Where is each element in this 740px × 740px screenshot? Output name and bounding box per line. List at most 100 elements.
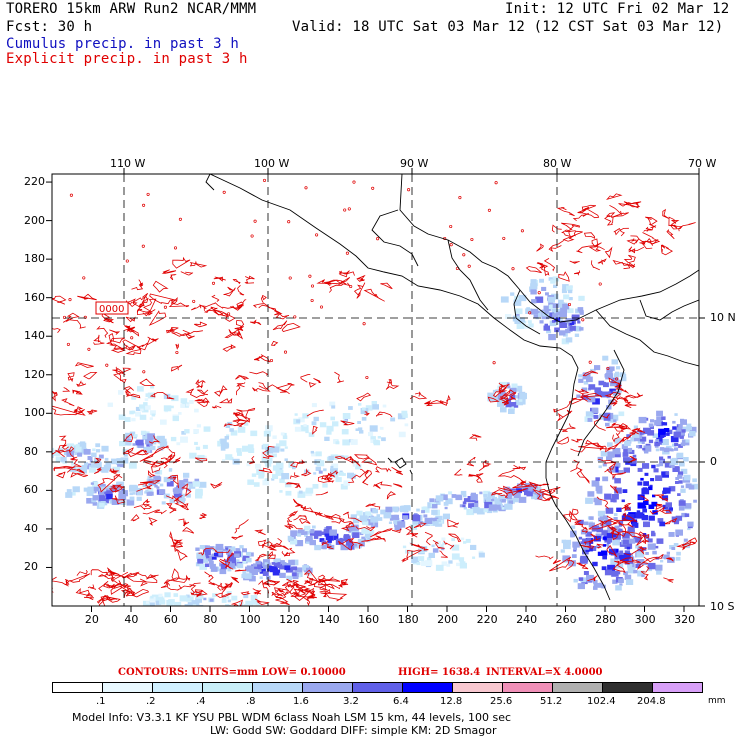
cumulus-cell — [552, 303, 559, 309]
cumulus-cell — [129, 410, 134, 415]
cumulus-cell — [626, 546, 631, 550]
cumulus-cell — [230, 430, 238, 436]
cumulus-cell — [354, 542, 362, 549]
explicit-contour — [53, 465, 75, 472]
cumulus-cell — [611, 529, 618, 536]
contour-high-info: HIGH= 1638.4 — [398, 667, 481, 678]
cumulus-cell — [570, 562, 574, 566]
explicit-contour — [171, 329, 192, 337]
cumulus-cell — [472, 556, 476, 559]
cumulus-cell — [329, 529, 337, 536]
explicit-contour — [119, 583, 135, 596]
cumulus-cell — [355, 428, 359, 431]
explicit-contour — [468, 473, 479, 478]
explicit-contour — [308, 581, 326, 591]
cumulus-cell — [654, 419, 662, 426]
cumulus-cell — [92, 502, 98, 506]
cumulus-cell — [242, 571, 247, 575]
cumulus-cell — [598, 465, 602, 469]
cumulus-cell — [483, 508, 488, 513]
explicit-contour — [596, 496, 609, 509]
cumulus-cell — [126, 448, 133, 454]
cumulus-cell — [244, 573, 252, 579]
explicit-contour — [249, 456, 256, 465]
cumulus-cell — [637, 570, 645, 577]
explicit-contour — [413, 522, 427, 528]
cumulus-cell — [624, 542, 633, 549]
colorbar-swatch — [52, 682, 103, 693]
x-tick-label: 220 — [476, 613, 498, 626]
cumulus-cell — [180, 436, 188, 443]
explicit-contour — [213, 310, 229, 317]
explicit-contour — [340, 522, 355, 532]
explicit-contour-dot — [494, 181, 498, 185]
explicit-contour — [160, 581, 171, 588]
cumulus-cell — [659, 456, 664, 460]
cumulus-cell — [272, 453, 277, 458]
cumulus-cell — [647, 562, 656, 570]
explicit-contour-dot — [171, 329, 175, 333]
cumulus-cell — [353, 543, 358, 547]
cumulus-cell — [463, 498, 469, 502]
explicit-contour-dot — [376, 237, 380, 241]
explicit-contour — [579, 207, 600, 219]
explicit-contour-dot — [458, 196, 462, 200]
explicit-contour — [270, 340, 279, 346]
cumulus-cell — [388, 521, 392, 524]
cumulus-cell — [642, 516, 648, 521]
cumulus-cell — [644, 449, 649, 454]
explicit-contour — [432, 539, 445, 549]
cumulus-cell — [476, 508, 485, 515]
colorbar-swatch — [202, 682, 253, 693]
cumulus-cell — [282, 432, 287, 437]
cumulus-cell — [681, 512, 687, 518]
cumulus-cell — [159, 441, 168, 448]
explicit-contour — [611, 212, 629, 218]
explicit-contour — [574, 388, 590, 394]
cumulus-cell — [628, 538, 636, 544]
explicit-contour — [139, 480, 161, 484]
cumulus-cell — [348, 406, 353, 410]
cumulus-cell — [247, 479, 254, 485]
cumulus-cell — [602, 355, 609, 361]
cumulus-cell — [402, 545, 407, 549]
cumulus-cell — [183, 472, 190, 478]
cumulus-cell — [655, 564, 663, 571]
explicit-contour — [289, 472, 300, 479]
cumulus-cell — [227, 599, 231, 603]
explicit-contour — [597, 458, 616, 464]
cumulus-cell — [187, 602, 193, 606]
cumulus-cell — [592, 398, 600, 405]
cumulus-cell — [577, 307, 584, 312]
explicit-contour — [660, 244, 674, 256]
cumulus-cell — [155, 600, 162, 606]
cumulus-cell — [302, 413, 309, 419]
cumulus-cell — [576, 394, 581, 398]
cumulus-cell — [671, 557, 675, 561]
cumulus-cell — [272, 569, 281, 576]
explicit-contour — [181, 526, 195, 534]
cumulus-cell — [356, 510, 363, 516]
x-tick-label: 280 — [595, 613, 617, 626]
explicit-contour — [76, 380, 87, 388]
cumulus-cell — [579, 327, 584, 331]
cumulus-cell — [313, 472, 317, 475]
explicit-contour — [639, 495, 650, 501]
cumulus-cell — [675, 481, 679, 484]
cumulus-cell — [313, 416, 319, 422]
explicit-contour — [178, 582, 201, 589]
explicit-contour — [558, 271, 570, 282]
cumulus-cell — [245, 557, 252, 563]
cumulus-cell — [315, 466, 321, 471]
cumulus-cell — [84, 463, 92, 470]
explicit-contour — [296, 594, 317, 602]
explicit-contour — [649, 506, 672, 515]
x-tick-label: 260 — [555, 613, 577, 626]
explicit-contour — [588, 520, 618, 530]
cumulus-cell — [687, 521, 694, 527]
cumulus-cell — [284, 482, 292, 488]
cumulus-cell — [116, 481, 125, 488]
cumulus-cell — [156, 486, 160, 489]
cumulus-cell — [292, 466, 296, 470]
cumulus-cell — [163, 393, 171, 400]
